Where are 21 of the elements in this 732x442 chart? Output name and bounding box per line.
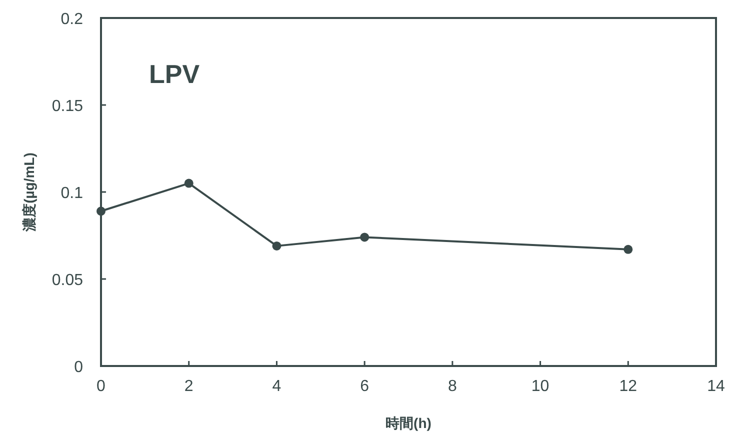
point [272,241,282,250]
x-tick-label: 12 [619,378,638,395]
y-tick-label: 0.1 [60,185,84,202]
y-tick-label: 0.15 [52,98,84,115]
x-tick-label: 0 [96,378,106,395]
x-tick-label: 2 [184,378,194,395]
x-tick-label: 10 [531,378,550,395]
y-tick-label: 0 [74,359,84,376]
y-tick-label: 0.05 [52,272,84,289]
x-tick-label: 4 [272,378,282,395]
point [96,206,106,216]
y-axis-title: 濃度(µg/mL) [21,152,37,232]
point [360,232,370,242]
point [624,244,633,254]
x-tick-label: 6 [360,378,370,395]
text: LPV [149,59,200,89]
x-axis-title: 時間(h) [386,415,432,431]
x-tick-label: 8 [448,378,457,395]
y-tick-label: 0.2 [60,11,84,28]
x-tick-label: 14 [707,378,725,395]
point [184,178,194,188]
